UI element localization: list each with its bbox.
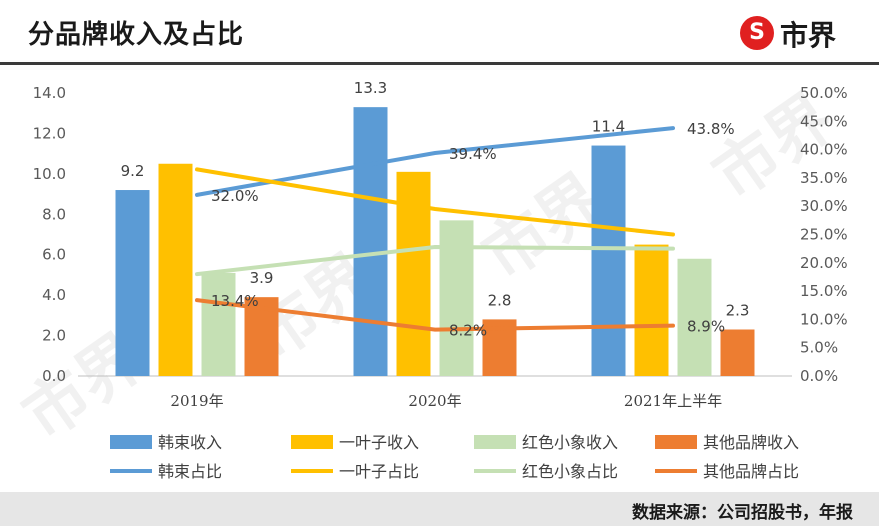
y-right-tick: 50.0% xyxy=(800,84,848,102)
logo-text: 市界 xyxy=(780,19,837,52)
y-left-tick: 14.0 xyxy=(33,84,66,102)
bar-label: 3.9 xyxy=(250,269,274,287)
legend-label: 一叶子收入 xyxy=(339,433,419,452)
logo-mark: S xyxy=(749,20,765,45)
bar-label: 2.3 xyxy=(726,302,750,320)
bar xyxy=(677,258,712,376)
line-label: 32.0% xyxy=(211,187,259,205)
y-right-tick: 20.0% xyxy=(800,254,848,272)
y-right-tick: 0.0% xyxy=(800,367,838,385)
y-right-tick: 30.0% xyxy=(800,197,848,215)
bar xyxy=(201,272,236,376)
y-right-tick: 45.0% xyxy=(800,112,848,130)
footer: 数据来源：公司招股书，年报 xyxy=(0,492,879,526)
header-divider xyxy=(0,62,879,65)
s-circle-logo-icon xyxy=(740,16,774,50)
legend-label: 红色小象收入 xyxy=(522,433,618,452)
legend-label: 韩束收入 xyxy=(158,433,222,452)
legend-label: 其他品牌收入 xyxy=(703,433,799,452)
bar xyxy=(634,244,669,376)
line-label: 8.9% xyxy=(687,318,725,336)
header: 分品牌收入及占比 S 市界 xyxy=(0,0,879,65)
y-left-tick: 8.0 xyxy=(42,205,66,223)
legend-swatch xyxy=(110,435,152,449)
legend-label: 红色小象占比 xyxy=(522,462,618,481)
bar-label: 11.4 xyxy=(592,118,625,136)
bar xyxy=(115,190,150,376)
y-left-tick: 6.0 xyxy=(42,246,66,264)
chart: 市界市界市界市界0.02.04.06.08.010.012.014.00.0%5… xyxy=(10,79,848,481)
y-left-tick: 4.0 xyxy=(42,286,66,304)
legend-label: 韩束占比 xyxy=(158,462,222,481)
legend-swatch xyxy=(655,435,697,449)
y-left-tick: 2.0 xyxy=(42,327,66,345)
legend-label: 一叶子占比 xyxy=(339,462,419,481)
y-left-tick: 12.0 xyxy=(33,124,66,142)
line-label: 8.2% xyxy=(449,322,487,340)
bar xyxy=(353,107,388,377)
y-right-tick: 40.0% xyxy=(800,141,848,159)
line-label: 43.8% xyxy=(687,120,735,138)
bar xyxy=(158,163,193,376)
bar xyxy=(591,145,626,376)
bar-label: 13.3 xyxy=(354,79,387,97)
y-left-tick: 0.0 xyxy=(42,367,66,385)
y-right-tick: 10.0% xyxy=(800,310,848,328)
bar xyxy=(720,329,755,376)
x-tick: 2020年 xyxy=(408,392,461,410)
line-label: 13.4% xyxy=(211,292,259,310)
legend-swatch xyxy=(474,435,516,449)
source-note: 数据来源：公司招股书，年报 xyxy=(632,503,853,523)
y-right-tick: 35.0% xyxy=(800,169,848,187)
line-label: 39.4% xyxy=(449,145,497,163)
y-right-tick: 5.0% xyxy=(800,339,838,357)
x-tick: 2021年上半年 xyxy=(624,392,722,410)
bar-label: 2.8 xyxy=(488,291,512,309)
y-right-tick: 15.0% xyxy=(800,282,848,300)
y-right-tick: 25.0% xyxy=(800,226,848,244)
x-tick: 2019年 xyxy=(170,392,223,410)
chart-title: 分品牌收入及占比 xyxy=(28,20,245,50)
legend-swatch xyxy=(291,435,333,449)
y-left-tick: 10.0 xyxy=(33,165,66,183)
bar xyxy=(439,220,474,376)
legend-label: 其他品牌占比 xyxy=(703,462,799,481)
bar-label: 9.2 xyxy=(121,162,145,180)
